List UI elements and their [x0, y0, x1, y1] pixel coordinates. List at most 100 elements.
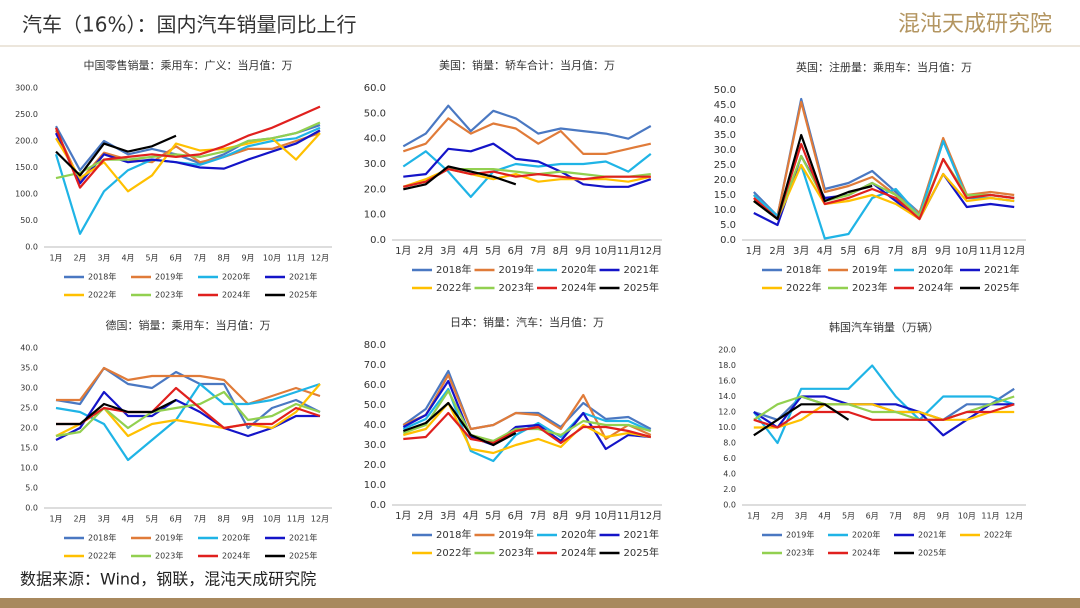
x-tick-label: 1月 — [747, 512, 760, 521]
series-line — [753, 403, 1015, 429]
y-tick-label: 30.0 — [20, 384, 38, 393]
series-line — [55, 382, 321, 462]
y-tick-label: 10.0 — [364, 480, 386, 491]
x-tick-label: 5月 — [145, 254, 158, 263]
x-tick-label: 2月 — [769, 245, 785, 257]
x-tick-label: 8月 — [553, 245, 569, 257]
series-line — [753, 133, 873, 221]
series-line — [55, 129, 321, 182]
y-tick-label: 20.0 — [714, 175, 736, 186]
x-tick-label: 10月 — [594, 245, 617, 257]
legend-label: 2021年 — [918, 530, 946, 540]
legend-label: 2020年 — [918, 263, 953, 276]
y-tick-label: 150.0 — [15, 163, 38, 172]
x-tick-label: 2月 — [73, 254, 86, 263]
legend-label: 2021年 — [984, 263, 1019, 276]
legend-label: 2018年 — [88, 533, 116, 543]
series-line — [55, 390, 321, 438]
chart-title: 美国：销量：轿车合计：当月值：万 — [439, 58, 615, 72]
y-tick-label: 30.0 — [364, 159, 386, 170]
series-line — [403, 168, 651, 188]
legend-label: 2023年 — [786, 548, 814, 558]
chart-title: 中国零售销量：乘用车：广义：当月值：万 — [84, 58, 293, 72]
y-tick-label: 0.0 — [370, 500, 386, 511]
legend-label: 2022年 — [984, 530, 1012, 540]
legend-label: 2024年 — [561, 281, 596, 294]
y-tick-label: 50.0 — [20, 216, 38, 225]
series-line — [55, 134, 177, 177]
x-tick-label: 9月 — [575, 245, 591, 257]
x-tick-label: 7月 — [888, 245, 904, 257]
y-tick-label: 35.0 — [714, 130, 736, 141]
x-tick-label: 4月 — [121, 254, 134, 263]
legend-label: 2020年 — [222, 533, 250, 543]
chart-title: 日本：销量：汽车：当月值：万 — [450, 315, 604, 329]
legend-label: 2021年 — [624, 528, 659, 541]
y-tick-label: 60.0 — [364, 380, 386, 391]
legend-label: 2025年 — [289, 290, 317, 300]
legend-label: 2022年 — [436, 546, 471, 559]
legend-label: 2021年 — [624, 263, 659, 276]
y-tick-label: 12.0 — [718, 408, 736, 417]
x-tick-label: 12月 — [639, 245, 662, 257]
x-tick-label: 10月 — [263, 254, 281, 263]
x-tick-label: 10月 — [594, 510, 617, 522]
y-tick-label: 0.0 — [720, 235, 736, 246]
legend-label: 2021年 — [289, 272, 317, 282]
legend-label: 2024年 — [852, 548, 880, 558]
x-tick-label: 12月 — [311, 254, 329, 263]
series-line — [402, 401, 517, 447]
x-tick-label: 2月 — [771, 512, 784, 521]
footer-bar — [0, 598, 1080, 608]
y-tick-label: 0.0 — [25, 243, 38, 252]
y-tick-label: 2.0 — [723, 485, 736, 494]
y-tick-label: 10.0 — [714, 205, 736, 216]
legend-label: 2024年 — [222, 290, 250, 300]
x-tick-label: 4月 — [818, 512, 831, 521]
legend-label: 2020年 — [561, 528, 596, 541]
x-tick-label: 9月 — [241, 254, 254, 263]
y-tick-label: 5.0 — [720, 220, 736, 231]
y-tick-label: 80.0 — [364, 340, 386, 351]
y-tick-label: 16.0 — [718, 377, 736, 386]
x-tick-label: 7月 — [193, 515, 206, 524]
legend-label: 2019年 — [852, 263, 887, 276]
series-line — [403, 165, 517, 191]
legend-label: 2019年 — [155, 272, 183, 282]
legend-label: 2018年 — [88, 272, 116, 282]
x-tick-label: 1月 — [395, 510, 411, 522]
legend-label: 2025年 — [624, 546, 659, 559]
x-tick-label: 12月 — [1003, 245, 1026, 257]
x-tick-label: 7月 — [530, 245, 546, 257]
legend-label: 2025年 — [984, 281, 1019, 294]
y-tick-label: 10.0 — [364, 210, 386, 221]
x-tick-label: 5月 — [485, 245, 501, 257]
source-note: 数据来源：Wind，钢联，混沌天成研究院 — [20, 570, 316, 589]
series-line — [56, 399, 177, 426]
y-tick-label: 20.0 — [364, 184, 386, 195]
x-tick-label: 11月 — [287, 515, 305, 524]
y-tick-label: 50.0 — [364, 108, 386, 119]
slide-title: 汽车（16%）：国内汽车销量同比上行 — [22, 13, 356, 37]
y-tick-label: 45.0 — [714, 100, 736, 111]
x-tick-label: 5月 — [842, 512, 855, 521]
x-tick-label: 8月 — [217, 515, 230, 524]
x-tick-label: 9月 — [575, 510, 591, 522]
x-tick-label: 1月 — [395, 245, 411, 257]
x-tick-label: 3月 — [795, 512, 808, 521]
series-line — [56, 386, 321, 430]
y-tick-label: 70.0 — [364, 360, 386, 371]
x-tick-label: 3月 — [440, 245, 456, 257]
x-tick-label: 12月 — [639, 510, 662, 522]
series-line — [753, 403, 1015, 429]
y-tick-label: 20.0 — [20, 424, 38, 433]
series-line — [402, 379, 651, 451]
x-tick-label: 5月 — [145, 515, 158, 524]
chart-title: 德国：销量：乘用车：当月值：万 — [106, 318, 271, 332]
x-tick-label: 12月 — [311, 515, 329, 524]
legend-label: 2018年 — [786, 263, 821, 276]
y-tick-label: 40.0 — [20, 344, 38, 353]
legend-label: 2025年 — [289, 551, 317, 561]
legend-label: 2020年 — [561, 263, 596, 276]
